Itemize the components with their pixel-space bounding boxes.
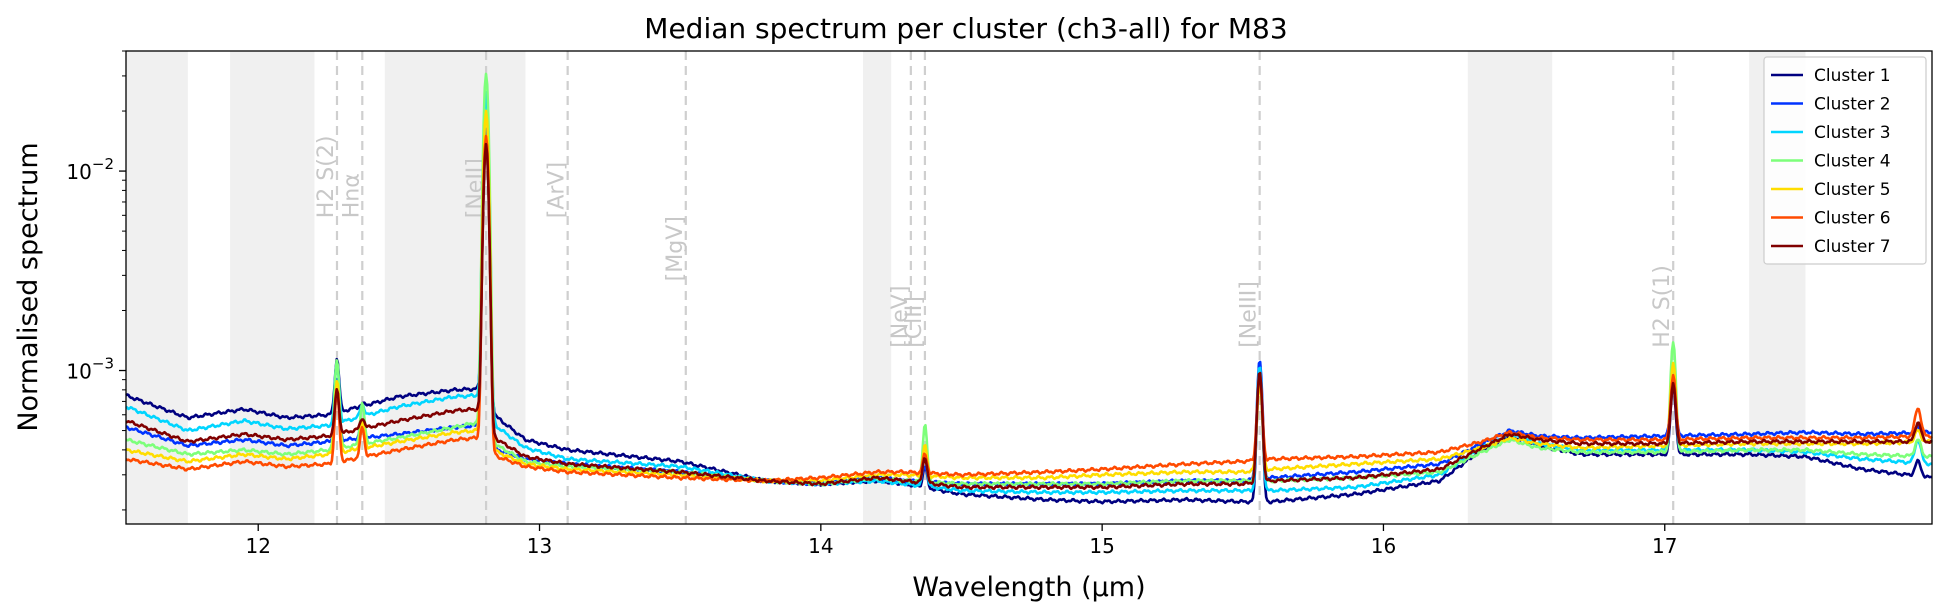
shaded-region	[1467, 51, 1553, 524]
legend-label: Cluster 4	[1814, 152, 1891, 172]
line-marker-label: Hnα	[339, 173, 364, 218]
legend-label: Cluster 7	[1814, 237, 1891, 257]
y-axis-ticks: 10−3 10−2	[66, 50, 126, 511]
line-marker-label: [ArV]	[545, 162, 570, 218]
series-line-cluster-5	[125, 109, 1933, 484]
legend-label: Cluster 2	[1814, 95, 1891, 115]
legend-label: Cluster 1	[1814, 66, 1891, 86]
line-markers	[335, 51, 1675, 524]
x-tick-label: 17	[1652, 534, 1677, 558]
x-axis-label: Wavelength (μm)	[912, 572, 1145, 603]
legend-label: Cluster 3	[1814, 123, 1891, 143]
series-line-cluster-2	[125, 127, 1933, 487]
line-marker-label: [NeIII]	[1237, 281, 1262, 348]
legend-label: Cluster 6	[1814, 209, 1891, 229]
x-tick-label: 14	[808, 534, 833, 558]
line-marker-labels: H2 S(2) Hnα [NeII] [ArV][MgV][NeV][ClII] [Ne…	[314, 136, 1675, 348]
shaded-region	[384, 51, 526, 524]
x-tick-label: 15	[1089, 534, 1114, 558]
line-marker-label: H2 S(1)	[1650, 265, 1675, 348]
y-tick-label: 10−2	[66, 155, 114, 184]
chart-title: Median spectrum per cluster (ch3-all) fo…	[644, 12, 1287, 45]
x-tick-label: 12	[245, 534, 270, 558]
series-line-cluster-4	[125, 72, 1933, 487]
y-tick-label: 10−3	[66, 355, 114, 384]
series-lines	[125, 72, 1933, 505]
series-line-cluster-6	[125, 134, 1933, 484]
legend: Cluster 1 Cluster 2 Cluster 3 Cluster 4 Clus…	[1763, 56, 1927, 265]
y-axis-label: Normalised spectrum	[13, 142, 44, 431]
line-marker-label: [ClII]	[902, 296, 927, 348]
x-axis-ticks: 12 13 14 15 16 17	[245, 524, 1677, 558]
legend-label: Cluster 5	[1814, 180, 1891, 200]
x-tick-label: 13	[527, 534, 552, 558]
plot-frame	[125, 50, 1933, 525]
line-marker-label: [MgV]	[663, 216, 688, 281]
shaded-region	[126, 51, 188, 524]
shaded-region	[863, 51, 892, 524]
series-line-cluster-7	[125, 142, 1933, 491]
line-marker-label: [NeV]	[888, 286, 913, 348]
line-marker-label: H2 S(2)	[314, 136, 339, 219]
series-line-cluster-1	[125, 136, 1933, 505]
x-tick-label: 16	[1371, 534, 1396, 558]
legend-frame	[1763, 56, 1927, 265]
